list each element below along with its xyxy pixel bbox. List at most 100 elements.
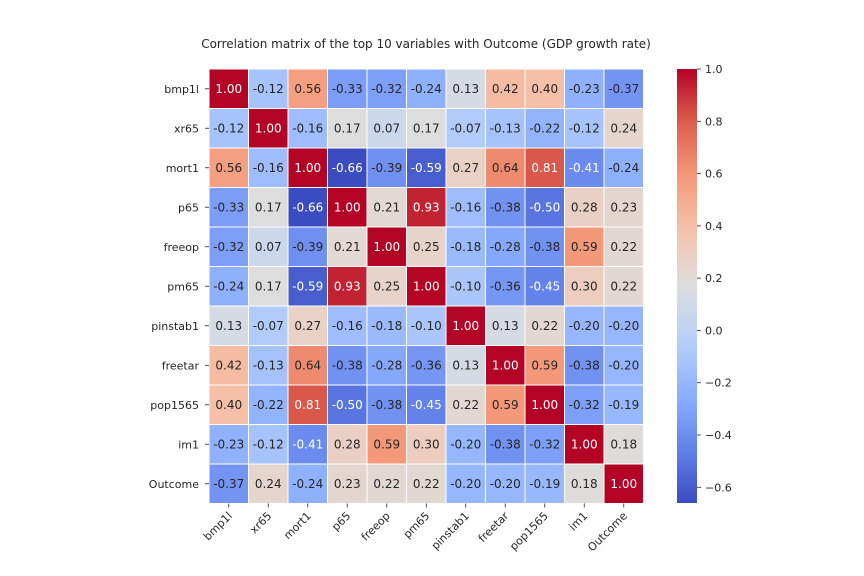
heatmap-cell (603, 226, 644, 267)
cell-value-label: 0.22 (373, 477, 400, 491)
colorbar: 1.0 0.8 0.6 0.4 0.2 0.0 −0.2 −0.4 −0.6 (677, 63, 732, 503)
colorbar-tick-label: −0.2 (705, 377, 732, 390)
cell-value-label: 0.81 (294, 398, 321, 412)
cell-value-label: -0.10 (450, 279, 481, 293)
heatmap-cell (445, 384, 486, 425)
cell-value-label: -0.66 (332, 161, 363, 175)
heatmap-cell (327, 424, 368, 465)
cell-value-label: 0.22 (452, 398, 479, 412)
cell-value-label: -0.13 (253, 358, 284, 372)
heatmap-cell (603, 187, 644, 228)
heatmap-cell (445, 345, 486, 386)
cell-value-label: 0.24 (255, 477, 282, 491)
cell-value-label: 0.24 (610, 121, 637, 135)
heatmap-cell (564, 463, 605, 504)
heatmap-cell (287, 108, 328, 149)
cell-value-label: -0.59 (411, 161, 442, 175)
heatmap-cell (564, 345, 605, 386)
cell-value-label: -0.45 (529, 279, 560, 293)
row-labels: bmp1l xr65 mort1 p65 freeop pm65 pinstab1 freet… (149, 83, 209, 491)
cell-value-label: -0.32 (569, 398, 600, 412)
heatmap-cell (485, 68, 526, 109)
heatmap-cell (485, 424, 526, 465)
cell-value-label: -0.20 (450, 437, 481, 451)
cell-value-label: -0.39 (292, 240, 323, 254)
cell-value-label: -0.33 (332, 82, 363, 96)
row-tick-label: bmp1l (164, 83, 199, 96)
heatmap-cell (366, 226, 407, 267)
cell-value-label: 0.81 (531, 161, 558, 175)
cell-value-label: 0.17 (413, 121, 440, 135)
colorbar-tick-label: 0.2 (705, 272, 723, 285)
cell-value-label: 0.59 (531, 358, 558, 372)
cell-value-label: -0.18 (450, 240, 481, 254)
cell-value-label: -0.41 (292, 437, 323, 451)
cell-value-label: -0.38 (490, 437, 521, 451)
cell-value-label: -0.38 (371, 398, 402, 412)
heatmap-cell (445, 187, 486, 228)
heatmap-cell (603, 266, 644, 307)
heatmap-cell (208, 226, 249, 267)
cell-value-label: -0.33 (213, 200, 244, 214)
heatmap-cell (248, 463, 289, 504)
heatmap-cell (603, 345, 644, 386)
heatmap-cell (445, 305, 486, 346)
heatmap-cell (564, 68, 605, 109)
column-tick-label: pinstab1 (429, 509, 472, 552)
heatmap-cell (406, 68, 447, 109)
cell-value-label: -0.38 (569, 358, 600, 372)
heatmap-cell (603, 108, 644, 149)
heatmap-cell (366, 108, 407, 149)
heatmap-cell (406, 108, 447, 149)
cell-value-label: 1.00 (610, 477, 637, 491)
column-tick-label: freeop (359, 509, 393, 543)
row-tick-label: mort1 (166, 162, 199, 175)
cell-value-label: 0.56 (215, 161, 242, 175)
cell-value-label: 0.22 (610, 279, 637, 293)
cell-value-label: 0.18 (571, 477, 598, 491)
heatmap-cell (524, 463, 565, 504)
cell-value-label: -0.20 (569, 319, 600, 333)
cell-value-label: 0.59 (492, 398, 519, 412)
cell-value-label: 0.17 (334, 121, 361, 135)
cell-value-label: -0.16 (253, 161, 284, 175)
row-tick-label: pm65 (167, 280, 199, 293)
cell-value-label: -0.32 (213, 240, 244, 254)
heatmap-cell (445, 226, 486, 267)
heatmap-cell (524, 266, 565, 307)
row-tick-label: xr65 (174, 122, 199, 135)
cell-value-label: 0.56 (294, 82, 321, 96)
cell-value-label: 0.42 (215, 358, 242, 372)
colorbar-ticks: 1.0 0.8 0.6 0.4 0.2 0.0 −0.2 −0.4 −0.6 (697, 63, 732, 494)
heatmap-cell (287, 187, 328, 228)
cell-value-label: 0.17 (255, 200, 282, 214)
row-tick-label: im1 (178, 438, 199, 451)
column-tick-label: freetar (476, 509, 512, 545)
column-tick-label: xr65 (247, 509, 274, 536)
cell-value-label: 0.59 (373, 437, 400, 451)
heatmap-cell (485, 463, 526, 504)
heatmap-cell (445, 147, 486, 188)
cell-value-label: -0.66 (292, 200, 323, 214)
heatmap-cell (524, 424, 565, 465)
heatmap-cell (603, 463, 644, 504)
cell-value-label: 0.18 (610, 437, 637, 451)
cell-value-label: -0.28 (490, 240, 521, 254)
cell-value-label: -0.19 (529, 477, 560, 491)
cell-value-label: -0.37 (213, 477, 244, 491)
cell-value-label: 0.22 (610, 240, 637, 254)
heatmap-cell (366, 147, 407, 188)
heatmap-cell (406, 463, 447, 504)
cell-value-label: 1.00 (531, 398, 558, 412)
cell-value-label: 0.27 (294, 319, 321, 333)
heatmap-cell (406, 266, 447, 307)
cell-value-label: -0.23 (213, 437, 244, 451)
cell-value-label: -0.38 (332, 358, 363, 372)
cell-value-label: -0.16 (450, 200, 481, 214)
cell-value-label: 0.07 (255, 240, 282, 254)
cell-value-label: -0.22 (253, 398, 284, 412)
heatmap-cell (485, 108, 526, 149)
cell-value-label: 0.23 (334, 477, 361, 491)
cell-value-label: -0.13 (490, 121, 521, 135)
cell-value-label: 0.59 (571, 240, 598, 254)
